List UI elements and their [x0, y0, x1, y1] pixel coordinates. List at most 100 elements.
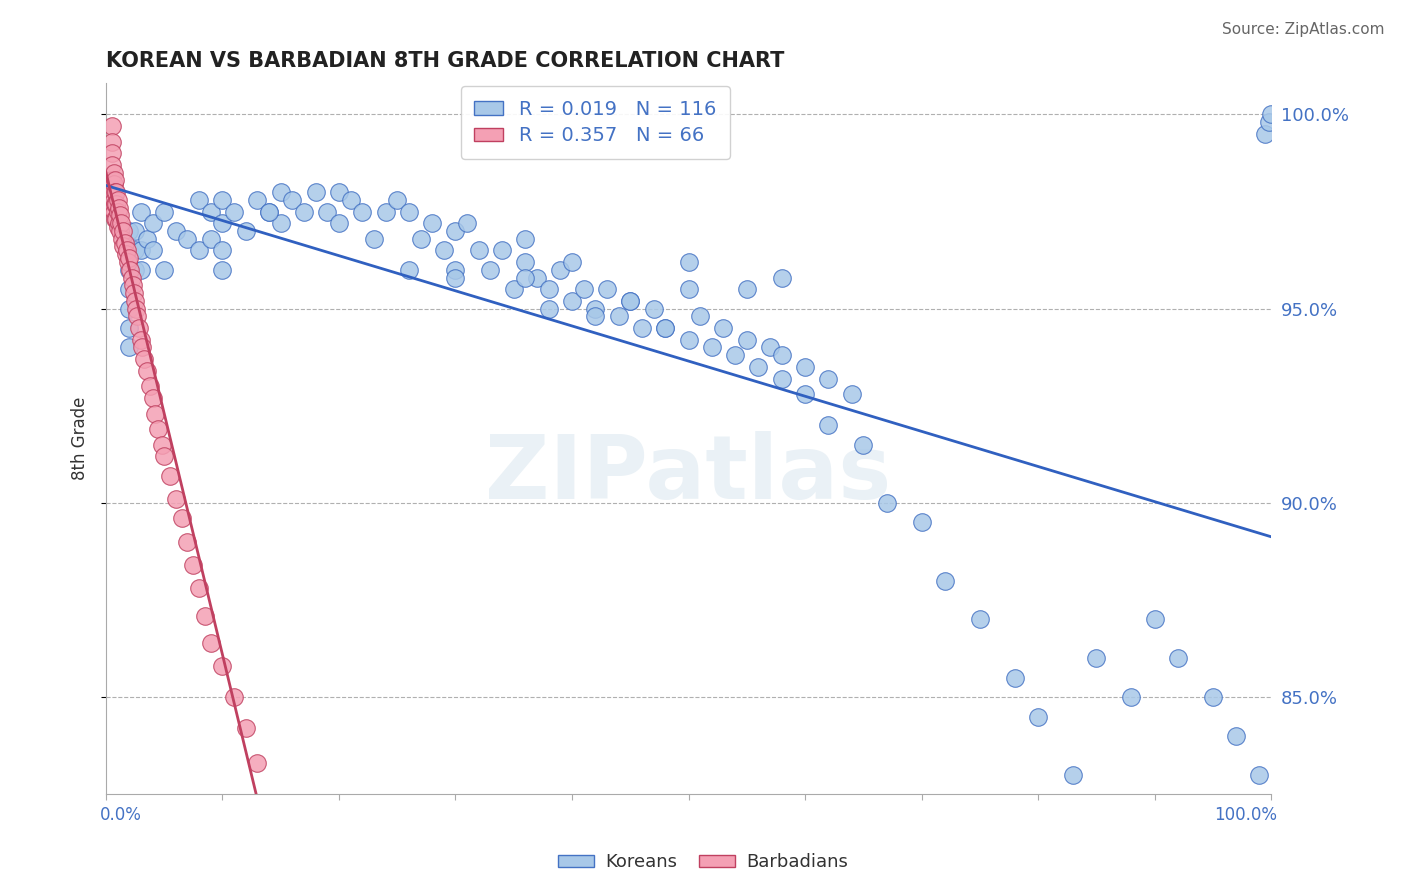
- Point: [1225, 729, 1247, 743]
- Point: [1085, 651, 1108, 665]
- Point: [281, 846, 304, 860]
- Point: [118, 301, 141, 316]
- Point: [374, 204, 396, 219]
- Point: [678, 282, 700, 296]
- Point: [188, 582, 211, 596]
- Point: [141, 244, 163, 258]
- Point: [654, 321, 676, 335]
- Point: [153, 450, 176, 464]
- Point: [515, 270, 537, 285]
- Point: [103, 204, 125, 219]
- Point: [100, 146, 122, 161]
- Point: [398, 262, 420, 277]
- Point: [118, 282, 141, 296]
- Point: [127, 310, 149, 324]
- Point: [794, 359, 817, 374]
- Point: [444, 270, 467, 285]
- Point: [153, 262, 176, 277]
- Point: [124, 293, 146, 308]
- Point: [148, 422, 170, 436]
- Point: [678, 333, 700, 347]
- Point: [200, 204, 222, 219]
- Point: [263, 798, 285, 813]
- Point: [124, 262, 146, 277]
- Point: [235, 224, 257, 238]
- Point: [969, 612, 991, 626]
- Point: [141, 391, 163, 405]
- Point: [794, 387, 817, 401]
- Point: [135, 232, 157, 246]
- Point: [100, 185, 122, 199]
- Point: [108, 224, 131, 238]
- Point: [654, 321, 676, 335]
- Point: [104, 173, 127, 187]
- Point: [114, 235, 136, 250]
- Point: [433, 244, 456, 258]
- Point: [125, 301, 148, 316]
- Point: [515, 255, 537, 269]
- Point: [165, 224, 187, 238]
- Point: [141, 216, 163, 230]
- Point: [596, 282, 619, 296]
- Point: [304, 185, 326, 199]
- Point: [817, 371, 839, 385]
- Point: [107, 204, 129, 219]
- Point: [643, 301, 665, 316]
- Point: [188, 193, 211, 207]
- Point: [129, 244, 152, 258]
- Point: [246, 756, 269, 771]
- Point: [491, 244, 513, 258]
- Point: [143, 407, 166, 421]
- Point: [134, 352, 156, 367]
- Point: [1026, 709, 1049, 723]
- Point: [121, 270, 143, 285]
- Point: [118, 321, 141, 335]
- Point: [1062, 768, 1084, 782]
- Point: [103, 166, 125, 180]
- Text: 0.0%: 0.0%: [100, 805, 142, 824]
- Point: [444, 224, 467, 238]
- Point: [515, 232, 537, 246]
- Point: [1004, 671, 1026, 685]
- Point: [1202, 690, 1225, 705]
- Point: [118, 341, 141, 355]
- Point: [339, 193, 361, 207]
- Point: [619, 293, 641, 308]
- Point: [537, 282, 560, 296]
- Point: [292, 204, 315, 219]
- Point: [114, 247, 136, 261]
- Point: [387, 193, 409, 207]
- Point: [176, 232, 198, 246]
- Point: [103, 178, 125, 192]
- Point: [131, 341, 153, 355]
- Point: [100, 119, 122, 133]
- Point: [100, 135, 122, 149]
- Point: [129, 333, 152, 347]
- Point: [583, 301, 606, 316]
- Point: [257, 204, 280, 219]
- Point: [537, 301, 560, 316]
- Point: [107, 201, 129, 215]
- Point: [456, 216, 478, 230]
- Point: [352, 204, 374, 219]
- Point: [770, 371, 793, 385]
- Point: [111, 232, 134, 246]
- Point: [122, 286, 145, 301]
- Point: [270, 185, 292, 199]
- Point: [124, 224, 146, 238]
- Point: [420, 216, 443, 230]
- Point: [118, 262, 141, 277]
- Point: [112, 239, 135, 253]
- Point: [561, 255, 583, 269]
- Point: [316, 204, 339, 219]
- Point: [561, 293, 583, 308]
- Point: [735, 333, 758, 347]
- Point: [222, 690, 245, 705]
- Point: [583, 310, 606, 324]
- Point: [550, 262, 572, 277]
- Point: [200, 232, 222, 246]
- Point: [105, 185, 128, 199]
- Point: [852, 437, 875, 451]
- Point: [200, 636, 222, 650]
- Point: [121, 278, 143, 293]
